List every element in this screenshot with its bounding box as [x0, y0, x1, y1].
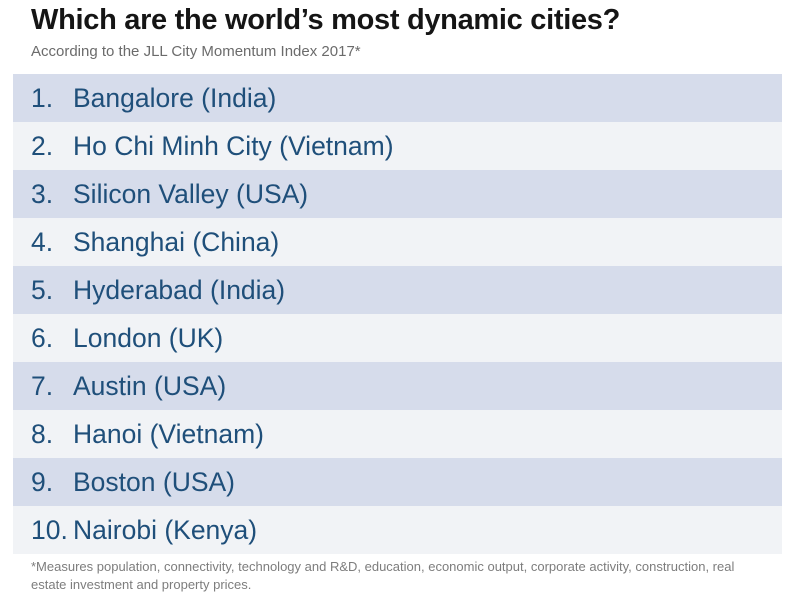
table-row: 7. Austin (USA) [13, 362, 782, 410]
ranking-table: 1. Bangalore (India) 2. Ho Chi Minh City (V… [13, 74, 782, 554]
footnote: *Measures population, connectivity, tech… [31, 559, 735, 592]
city-name: Bangalore (India) [73, 82, 277, 113]
city-name: Silicon Valley (USA) [73, 178, 309, 209]
rank-number: 10. [31, 514, 68, 545]
rank-number: 5. [31, 274, 54, 305]
table-row: 8. Hanoi (Vietnam) [13, 410, 782, 458]
rank-number: 9. [31, 466, 54, 497]
city-name: London (UK) [73, 322, 224, 353]
city-name: Nairobi (Kenya) [73, 514, 258, 545]
chart-title: Which are the world’s most dynamic citie… [31, 4, 621, 36]
table-row: 10. Nairobi (Kenya) [13, 506, 782, 554]
table-row: 9. Boston (USA) [13, 458, 782, 506]
table-row: 1. Bangalore (India) [13, 74, 782, 122]
rank-number: 7. [31, 370, 54, 401]
city-name: Shanghai (China) [73, 226, 280, 257]
rank-number: 3. [31, 178, 54, 209]
rank-number: 1. [31, 82, 54, 113]
city-name: Ho Chi Minh City (Vietnam) [73, 130, 394, 161]
city-name: Hanoi (Vietnam) [73, 418, 264, 449]
table-row: 5. Hyderabad (India) [13, 266, 782, 314]
rank-number: 4. [31, 226, 54, 257]
table-row: 3. Silicon Valley (USA) [13, 170, 782, 218]
chart-subtitle: According to the JLL City Momentum Index… [31, 43, 361, 60]
rank-number: 8. [31, 418, 54, 449]
table-row: 2. Ho Chi Minh City (Vietnam) [13, 122, 782, 170]
table-row: 6. London (UK) [13, 314, 782, 362]
rank-number: 2. [31, 130, 54, 161]
rank-number: 6. [31, 322, 54, 353]
city-name: Hyderabad (India) [73, 274, 286, 305]
city-name: Austin (USA) [73, 370, 227, 401]
table-row: 4. Shanghai (China) [13, 218, 782, 266]
city-name: Boston (USA) [73, 466, 236, 497]
